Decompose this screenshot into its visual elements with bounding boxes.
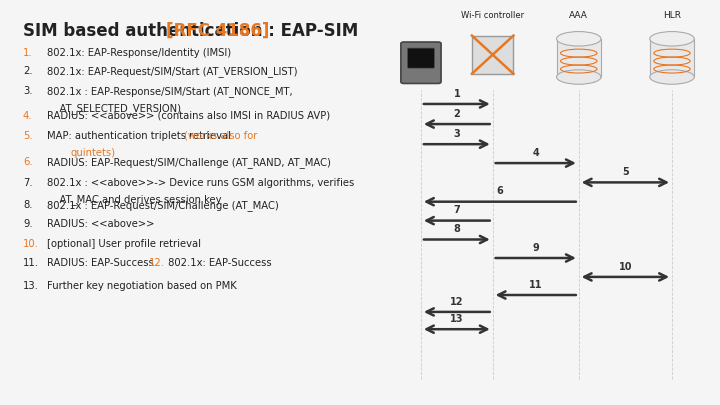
Text: 6.: 6.: [23, 158, 32, 167]
Text: 12: 12: [450, 297, 464, 307]
FancyBboxPatch shape: [401, 42, 441, 83]
Text: 7: 7: [454, 205, 460, 215]
Bar: [557, 39, 601, 77]
Text: 13: 13: [450, 314, 464, 324]
Text: 5: 5: [622, 167, 629, 177]
Text: 9: 9: [532, 243, 539, 253]
Text: Wi-Fi controller: Wi-Fi controller: [461, 11, 524, 20]
Ellipse shape: [557, 32, 601, 46]
FancyBboxPatch shape: [408, 48, 435, 68]
Text: AT_MAC and derives session key: AT_MAC and derives session key: [47, 194, 221, 205]
Text: 12.: 12.: [149, 258, 165, 268]
Text: 802.1x: EAP-Response/Identity (IMSI): 802.1x: EAP-Response/Identity (IMSI): [47, 48, 230, 58]
Text: 8.: 8.: [23, 200, 32, 211]
Bar: [649, 39, 694, 77]
Ellipse shape: [649, 32, 694, 46]
Text: Further key negotiation based on PMK: Further key negotiation based on PMK: [47, 281, 236, 291]
Ellipse shape: [557, 70, 601, 84]
Text: HLR: HLR: [663, 11, 681, 20]
Text: 802.1x : EAP-Response/SIM/Start (AT_NONCE_MT,: 802.1x : EAP-Response/SIM/Start (AT_NONC…: [47, 86, 292, 97]
Text: RADIUS: <<above>>: RADIUS: <<above>>: [47, 220, 154, 229]
Text: (works also for: (works also for: [184, 131, 258, 141]
Text: 802.1x: EAP-Success: 802.1x: EAP-Success: [165, 258, 271, 268]
Text: SIM based authentication : EAP-SIM: SIM based authentication : EAP-SIM: [23, 21, 364, 40]
Text: 3.: 3.: [23, 86, 32, 96]
Text: 6: 6: [497, 186, 503, 196]
Text: 802.1x: EAP-Request/SIM/Start (AT_VERSION_LIST): 802.1x: EAP-Request/SIM/Start (AT_VERSIO…: [47, 66, 297, 77]
Bar: [472, 36, 513, 74]
Text: 802.1x : EAP-Request/SIM/Challenge (AT_MAC): 802.1x : EAP-Request/SIM/Challenge (AT_M…: [47, 200, 279, 211]
Text: 4: 4: [532, 148, 539, 158]
Text: 802.1x : <<above>>-> Device runs GSM algorithms, verifies: 802.1x : <<above>>-> Device runs GSM alg…: [47, 177, 354, 188]
Text: MAP: authentication triplets retrieval: MAP: authentication triplets retrieval: [47, 131, 234, 141]
Text: quintets): quintets): [71, 148, 115, 158]
Text: 9.: 9.: [23, 220, 32, 229]
Text: 11: 11: [529, 280, 542, 290]
Text: AAA: AAA: [570, 11, 588, 20]
Ellipse shape: [649, 70, 694, 84]
Text: 1: 1: [454, 89, 460, 99]
Text: 11.: 11.: [23, 258, 39, 268]
Text: [optional] User profile retrieval: [optional] User profile retrieval: [47, 239, 201, 249]
Text: AT_SELECTED_VERSION): AT_SELECTED_VERSION): [47, 103, 181, 114]
Text: 2.: 2.: [23, 66, 32, 76]
Text: 3: 3: [454, 129, 460, 139]
Text: 8: 8: [454, 224, 460, 234]
Text: 13.: 13.: [23, 281, 39, 291]
Text: RADIUS: EAP-Request/SIM/Challenge (AT_RAND, AT_MAC): RADIUS: EAP-Request/SIM/Challenge (AT_RA…: [47, 158, 330, 168]
Text: RADIUS: <<above>> (contains also IMSI in RADIUS AVP): RADIUS: <<above>> (contains also IMSI in…: [47, 111, 330, 121]
Text: 10: 10: [618, 262, 632, 272]
Text: 5.: 5.: [23, 131, 32, 141]
Text: 10.: 10.: [23, 239, 39, 249]
Text: 4.: 4.: [23, 111, 32, 121]
Text: RADIUS: EAP-Success: RADIUS: EAP-Success: [47, 258, 156, 268]
Text: 2: 2: [454, 109, 460, 119]
Text: 7.: 7.: [23, 177, 32, 188]
Text: 1.: 1.: [23, 48, 32, 58]
Text: [RFC 4186]: [RFC 4186]: [166, 21, 269, 40]
